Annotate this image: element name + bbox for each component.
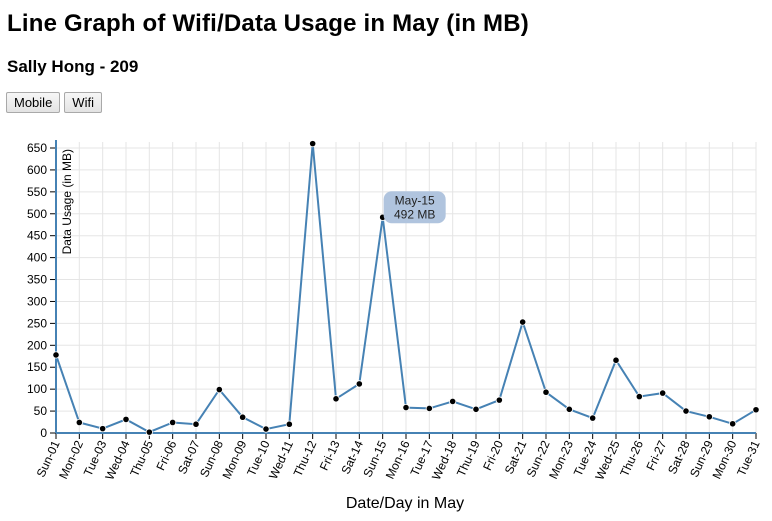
data-point — [99, 425, 107, 433]
page-title: Line Graph of Wifi/Data Usage in May (in… — [7, 10, 529, 37]
tooltip-value: 492 MB — [394, 207, 435, 221]
y-tick-label: 450 — [27, 229, 47, 243]
data-point — [495, 396, 503, 404]
data-point — [565, 405, 573, 413]
data-point — [145, 428, 153, 436]
data-point — [285, 420, 293, 428]
y-tick-label: 400 — [27, 251, 47, 265]
x-axis-title: Date/Day in May — [346, 495, 464, 512]
data-point — [215, 385, 223, 394]
data-point — [729, 420, 737, 428]
data-point — [659, 389, 667, 397]
data-point — [239, 413, 247, 421]
y-tick-label: 150 — [27, 360, 47, 374]
data-point — [752, 406, 760, 414]
tooltip: May-15 492 MB — [383, 191, 446, 224]
data-point — [449, 397, 457, 406]
y-tick-label: 300 — [27, 294, 47, 308]
y-tick-label: 500 — [27, 207, 47, 221]
tooltip-date: May-15 — [395, 193, 435, 207]
data-point — [402, 403, 410, 412]
data-point — [309, 140, 317, 148]
data-point — [75, 418, 83, 427]
x-axis: Sun-01Mon-02Tue-03Wed-04Thu-05Fri-06Sat-… — [34, 432, 763, 482]
wifi-button[interactable]: Wifi — [64, 92, 102, 113]
y-tick-label: 200 — [27, 338, 47, 352]
data-point — [332, 395, 340, 403]
tooltip-background — [383, 191, 446, 224]
data-point — [472, 405, 480, 413]
data-point — [682, 407, 690, 415]
data-point — [612, 356, 620, 364]
data-point — [262, 425, 270, 433]
grid — [55, 142, 757, 434]
data-point — [542, 388, 550, 396]
y-tick-label: 250 — [27, 316, 47, 330]
data-point — [425, 404, 433, 413]
y-tick-label: 350 — [27, 273, 47, 287]
mobile-button[interactable]: Mobile — [6, 92, 61, 113]
data-point — [355, 380, 363, 388]
data-point — [192, 420, 200, 428]
data-point — [635, 393, 643, 401]
data-point — [52, 351, 60, 359]
y-tick-label: 650 — [27, 141, 47, 155]
data-point — [122, 415, 130, 424]
data-points — [52, 140, 760, 436]
data-source-toggle: Mobile Wifi — [6, 92, 102, 113]
y-tick-label: 550 — [27, 185, 47, 199]
y-tick-label: 100 — [27, 382, 47, 396]
data-point — [169, 418, 177, 427]
data-point — [589, 414, 597, 422]
y-tick-label: 0 — [40, 426, 47, 440]
data-point — [705, 413, 713, 421]
y-tick-label: 600 — [27, 163, 47, 177]
data-point — [519, 318, 527, 326]
y-tick-label: 50 — [34, 404, 48, 418]
y-axis: 0 50 100 150 200 250 300 350 400 450 500 550 600 650 — [27, 140, 57, 440]
y-axis-title: Data Usage (in MB) — [60, 149, 74, 254]
page-subtitle: Sally Hong - 209 — [7, 57, 139, 76]
line-chart: 050100150200250300350400450500550600650 … — [27, 140, 763, 512]
